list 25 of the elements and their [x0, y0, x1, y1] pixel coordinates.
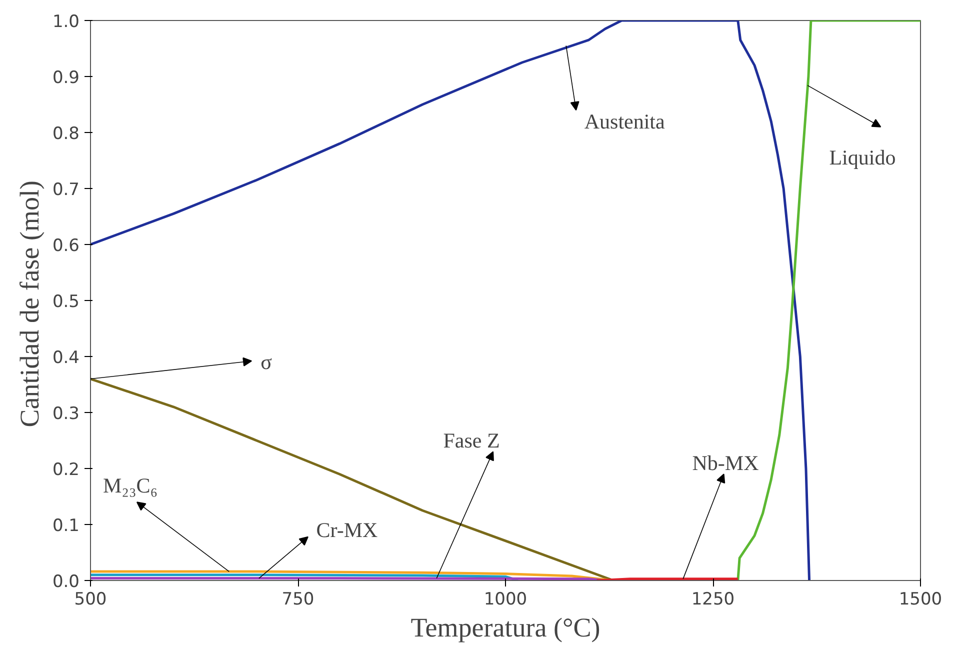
- y-tick-label: 0.9: [52, 68, 80, 88]
- y-tick-label: 0.5: [52, 292, 80, 312]
- annotation: Liquido: [829, 146, 896, 170]
- annotation: M₂₃C₆: [102, 473, 158, 498]
- y-tick-label: 0.0: [52, 572, 80, 592]
- x-tick-label: 1250: [691, 590, 735, 610]
- y-tick-label: 1.0: [52, 12, 80, 32]
- y-tick-label: 0.7: [52, 180, 80, 200]
- x-tick-label: 1500: [898, 590, 942, 610]
- annotation: Austenita: [584, 109, 666, 134]
- annotation: Fase Z: [443, 428, 500, 452]
- y-tick-label: 0.8: [52, 124, 80, 144]
- y-axis-title: Cantidad de fase (mol): [14, 180, 44, 428]
- annotation: σ: [260, 350, 272, 374]
- x-tick-label: 750: [282, 590, 314, 610]
- annotation: Nb-MX: [692, 450, 759, 475]
- y-tick-label: 0.1: [52, 516, 80, 536]
- x-tick-label: 500: [74, 590, 107, 610]
- y-tick-label: 0.6: [52, 236, 80, 256]
- x-tick-label: 1000: [484, 590, 528, 610]
- y-tick-label: 0.4: [52, 348, 80, 368]
- annotation: Cr-MX: [316, 518, 378, 542]
- y-tick-label: 0.3: [52, 404, 80, 424]
- x-axis-title: Temperatura (°C): [410, 612, 600, 642]
- y-tick-label: 0.2: [52, 460, 80, 480]
